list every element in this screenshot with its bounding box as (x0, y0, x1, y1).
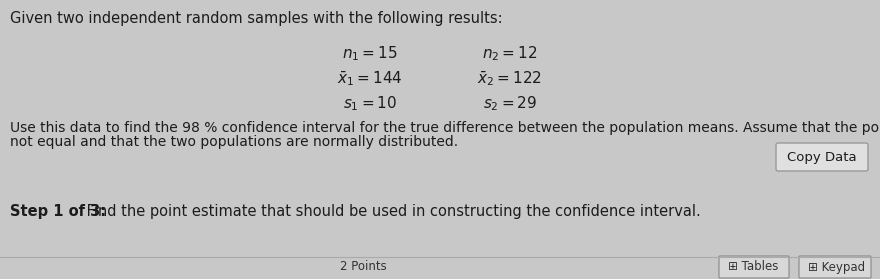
Text: Given two independent random samples with the following results:: Given two independent random samples wit… (10, 11, 502, 26)
Text: Copy Data: Copy Data (788, 150, 857, 163)
Text: ⊞ Keypad: ⊞ Keypad (808, 261, 865, 273)
Text: $s_2 = 29$: $s_2 = 29$ (483, 95, 537, 113)
Text: $\bar{x}_2 = 122$: $\bar{x}_2 = 122$ (478, 69, 543, 88)
FancyBboxPatch shape (799, 256, 871, 278)
Text: $n_2 = 12$: $n_2 = 12$ (482, 45, 538, 63)
FancyBboxPatch shape (719, 256, 789, 278)
Text: not equal and that the two populations are normally distributed.: not equal and that the two populations a… (10, 135, 458, 149)
Text: Step 1 of 3:: Step 1 of 3: (10, 204, 106, 219)
FancyBboxPatch shape (776, 143, 868, 171)
Text: $n_1 = 15$: $n_1 = 15$ (342, 45, 398, 63)
Text: $s_1 = 10$: $s_1 = 10$ (343, 95, 397, 113)
Text: Use this data to find the 98 % confidence interval for the true difference betwe: Use this data to find the 98 % confidenc… (10, 121, 880, 135)
Text: Find the point estimate that should be used in constructing the confidence inter: Find the point estimate that should be u… (82, 204, 700, 219)
Text: 2 Points: 2 Points (340, 261, 386, 273)
Text: $\bar{x}_1 = 144$: $\bar{x}_1 = 144$ (337, 69, 403, 88)
Text: ⊞ Tables: ⊞ Tables (728, 261, 779, 273)
